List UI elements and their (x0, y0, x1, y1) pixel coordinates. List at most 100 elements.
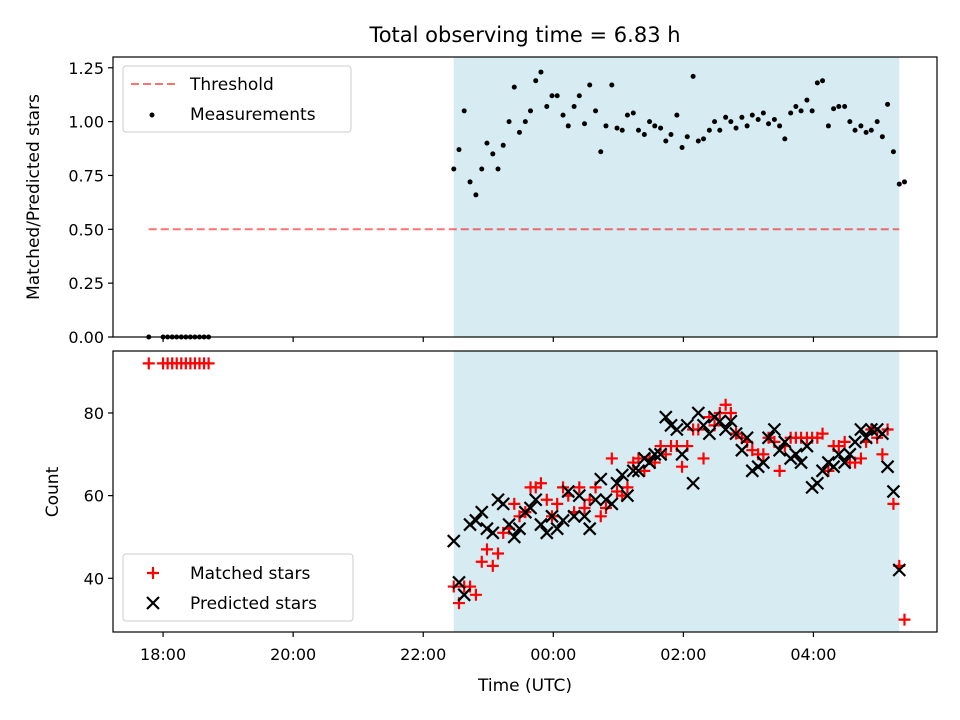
x-tick-label: 04:00 (790, 645, 836, 664)
measurement-point (635, 127, 641, 133)
predicted-star-point (593, 472, 608, 486)
measurement-point (804, 97, 810, 103)
predicted-star-point (463, 517, 477, 532)
predicted-star-point (724, 414, 738, 429)
measurement-point (658, 125, 664, 131)
predicted-star-point (647, 447, 662, 462)
matched-star-point (876, 448, 889, 461)
matched-star-point (583, 493, 596, 506)
predicted-star-point (670, 422, 684, 437)
bottom-plot-frame (112, 350, 938, 633)
measurement-point (717, 127, 723, 133)
predicted-star-point (615, 468, 630, 482)
predicted-star-point (843, 447, 857, 462)
measurement-point (668, 132, 674, 138)
predicted-star-point (794, 455, 808, 470)
measurement-point (782, 136, 788, 142)
predicted-star-point (761, 431, 776, 445)
measurement-point (554, 93, 560, 99)
matched-star-point (573, 481, 586, 494)
matched-star-point (486, 559, 499, 572)
figure-title: Total observing time = 6.83 h (368, 23, 680, 47)
measurement-point (766, 121, 772, 127)
predicted-star-point (718, 422, 733, 437)
measurement-point (890, 149, 896, 155)
matched-star-point (551, 497, 564, 510)
measurement-point (847, 119, 853, 125)
bottom-legend-box (122, 553, 354, 622)
predicted-star-point (680, 418, 695, 433)
predicted-star-point (545, 509, 559, 524)
legend-threshold-label: Threshold (189, 75, 274, 95)
measurement-point (538, 69, 544, 75)
predicted-star-point (469, 513, 483, 528)
predicted-star-point (713, 414, 727, 429)
measurement-point (565, 123, 571, 129)
bottom-y-tick-label: 40 (84, 569, 104, 588)
predicted-star-point (474, 505, 489, 519)
x-tick-label: 18:00 (140, 645, 186, 664)
predicted-star-point (572, 488, 587, 503)
predicted-star-point (854, 422, 868, 437)
measurement-point (516, 129, 522, 135)
predicted-star-point (561, 484, 576, 499)
predicted-star-point (789, 447, 803, 462)
predicted-star-point (772, 443, 787, 457)
measurement-point (836, 104, 842, 110)
x-tick-label: 22:00 (400, 645, 446, 664)
measurement-point (755, 116, 761, 122)
measurement-point (728, 119, 734, 125)
measurement-point (456, 147, 462, 153)
measurement-point (624, 112, 630, 118)
predicted-star-point (664, 418, 678, 433)
measurement-point (587, 82, 593, 88)
predicted-star-point (848, 435, 862, 449)
measurement-point (619, 127, 625, 133)
predicted-star-point (567, 509, 581, 524)
matched-star-point (854, 452, 867, 465)
matched-star-point (480, 543, 493, 556)
predicted-star-point (892, 563, 907, 577)
measurement-point (522, 119, 528, 125)
measurement-point (544, 104, 550, 110)
measurement-point (749, 112, 755, 118)
measurement-point (479, 166, 485, 172)
measurement-point (901, 179, 907, 185)
matched-star-point (838, 435, 851, 448)
measurement-point (571, 104, 577, 110)
predicted-star-point (880, 459, 895, 474)
predicted-star-point (686, 476, 700, 491)
matched-star-point (534, 477, 547, 490)
measurement-point (484, 140, 490, 146)
x-tick-label: 00:00 (530, 645, 576, 664)
measurement-point (647, 119, 653, 125)
measurement-point (760, 110, 766, 116)
top-plot-frame (112, 56, 938, 338)
measurement-point (874, 119, 880, 125)
top-y-axis-label: Matched/Predicted stars (24, 94, 44, 300)
measurement-point (701, 136, 707, 142)
predicted-star-point (620, 488, 635, 503)
predicted-star-point (815, 464, 830, 478)
measurement-point (863, 129, 869, 135)
top-y-tick-label: 0.75 (68, 166, 104, 185)
measurement-point (798, 108, 804, 114)
x-axis-label: Time (UTC) (477, 676, 572, 696)
matched-star-point (594, 510, 607, 523)
measurement-point (825, 123, 831, 129)
top-shaded-span (453, 57, 900, 337)
predicted-star-point (626, 464, 641, 478)
matched-star-point (621, 481, 634, 494)
measurement-point (695, 138, 701, 144)
legend-measurements-label: Measurements (190, 105, 316, 125)
measurement-point (723, 114, 729, 120)
legend-measurements-swatch (149, 112, 155, 118)
predicted-star-point (599, 492, 613, 507)
measurement-point (820, 78, 826, 84)
predicted-star-point (859, 431, 873, 445)
measurement-point (739, 114, 745, 120)
top-y-tick-label: 1.25 (68, 59, 104, 78)
measurement-point (461, 108, 467, 114)
measurement-point (788, 110, 794, 116)
matched-star-point (464, 580, 477, 593)
